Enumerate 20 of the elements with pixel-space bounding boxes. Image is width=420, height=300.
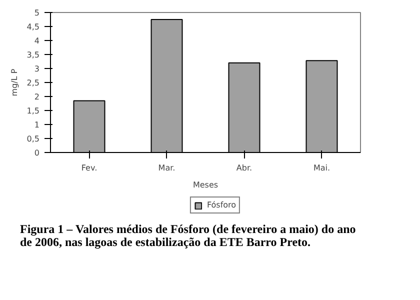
- y-tick-label: 0: [34, 148, 40, 158]
- x-tick-label: Mar.: [158, 164, 176, 172]
- y-tick-label: 0,5: [26, 134, 40, 144]
- y-tick-label: 1,5: [26, 106, 40, 116]
- y-tick-label: 3,5: [26, 50, 40, 60]
- legend-label: Fósforo: [206, 200, 236, 210]
- y-tick-label: 2,5: [26, 78, 40, 88]
- x-tick-label: Mai.: [313, 164, 330, 172]
- y-tick-label: 1: [34, 120, 40, 130]
- y-tick-label: 4,5: [26, 22, 40, 32]
- y-tick-label: 4: [34, 36, 40, 46]
- x-tick-label: Fev.: [81, 164, 98, 172]
- text: de 2006, nas lagoas de estabilização da ETE Barro Preto.: [20, 235, 311, 249]
- y-axis-title: mg/L P: [10, 68, 19, 96]
- y-tick-label: 3: [34, 64, 40, 74]
- x-axis-title: Meses: [192, 180, 218, 190]
- y-tick-label: 2: [34, 92, 40, 102]
- x-tick-label: Abr.: [236, 164, 252, 172]
- text: Figura 1 – Valores médios de Fósforo (de fevereiro a maio) do ano: [20, 222, 356, 236]
- y-tick-label: 5: [34, 8, 40, 18]
